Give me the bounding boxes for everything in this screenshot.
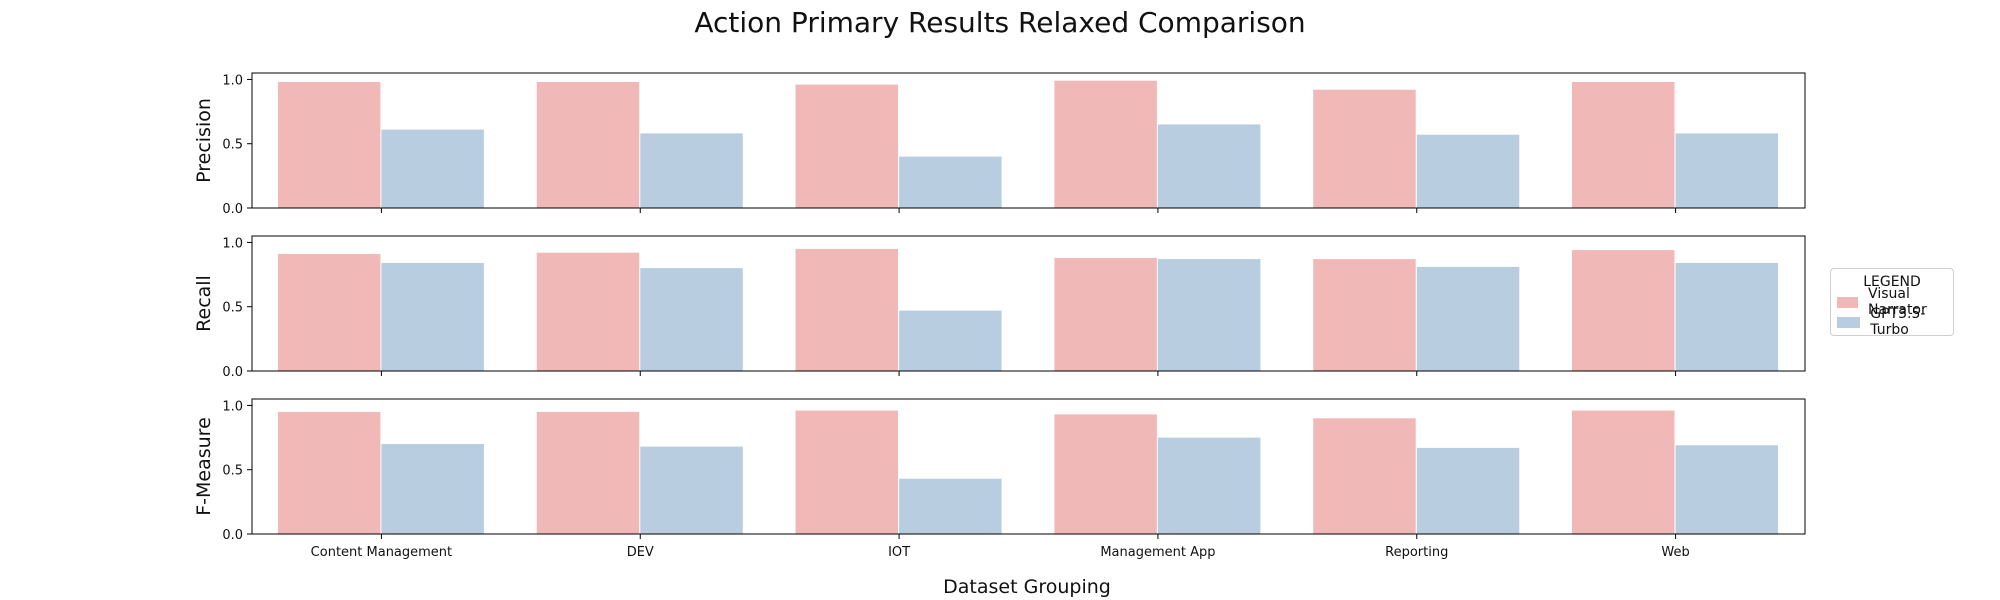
bar-recall-gpt3-5-turbo-content-management [381,263,484,371]
bar-recall-visual-narrator-reporting [1313,259,1416,371]
bar-recall-gpt3-5-turbo-reporting [1416,266,1520,371]
y-tick-label: 1.0 [222,399,243,414]
bar-precision-visual-narrator-management-app [1054,80,1157,208]
y-tick-label: 1.0 [222,73,243,88]
legend-swatch [1837,316,1861,328]
y-tick-label: 1.0 [222,236,243,251]
bar-precision-gpt3-5-turbo-web [1675,133,1779,208]
bar-f-measure-visual-narrator-reporting [1313,418,1416,534]
bar-precision-visual-narrator-content-management [277,82,381,208]
legend-title: LEGEND [1863,274,1921,290]
x-tick-label-management-app: Management App [1100,545,1215,560]
y-axis-label-f-measure: F-Measure [193,417,215,516]
y-tick-label: 0.0 [222,528,243,543]
bar-f-measure-gpt3-5-turbo-management-app [1157,437,1261,534]
bar-precision-gpt3-5-turbo-iot [899,156,1002,208]
bar-f-measure-gpt3-5-turbo-web [1675,445,1779,534]
legend-item-visual-narrator: Visual Narrator [1837,286,1953,318]
bar-precision-visual-narrator-iot [795,84,898,208]
x-tick-label-dev: DEV [627,545,654,560]
bar-f-measure-visual-narrator-iot [795,410,898,534]
bar-recall-visual-narrator-content-management [277,254,381,371]
legend-label: Visual Narrator [1868,286,1927,318]
legend: LEGEND Visual Narrator GPT3.5-Turbo [1830,268,1954,338]
y-axis-label-precision: Precision [193,98,215,183]
x-tick-label-content-management: Content Management [311,545,452,560]
x-tick-label-iot: IOT [888,545,910,560]
x-tick-label-web: Web [1661,545,1689,560]
bar-precision-gpt3-5-turbo-content-management [381,129,484,208]
legend-label: GPT3.5-Turbo [1870,306,1926,338]
bar-recall-visual-narrator-management-app [1054,257,1157,371]
chart-title: Action Primary Results Relaxed Compariso… [694,6,1306,39]
bar-recall-gpt3-5-turbo-dev [640,268,743,371]
y-tick-label: 0.5 [222,464,243,479]
bar-recall-visual-narrator-web [1572,250,1675,371]
bar-recall-visual-narrator-iot [795,248,898,371]
bar-precision-gpt3-5-turbo-dev [640,133,743,208]
y-tick-label: 0.5 [222,301,243,316]
x-axis-label: Dataset Grouping [943,576,1111,598]
bar-f-measure-visual-narrator-content-management [277,411,381,534]
y-tick-label: 0.5 [222,138,243,153]
bar-f-measure-visual-narrator-management-app [1054,414,1157,534]
bar-recall-gpt3-5-turbo-web [1675,263,1779,371]
bar-precision-visual-narrator-web [1572,82,1675,208]
axes-frame-precision [251,72,1806,209]
bar-f-measure-gpt3-5-turbo-reporting [1416,447,1520,534]
bar-precision-visual-narrator-dev [536,82,640,208]
bar-recall-visual-narrator-dev [536,252,640,371]
axes-frame-f-measure [251,398,1806,535]
bar-precision-visual-narrator-reporting [1313,89,1416,208]
bar-precision-gpt3-5-turbo-management-app [1157,124,1261,208]
bar-f-measure-gpt3-5-turbo-content-management [381,444,484,534]
y-axis-label-recall: Recall [193,275,215,332]
bar-f-measure-gpt3-5-turbo-iot [899,478,1002,534]
y-tick-label: 0.0 [222,365,243,380]
x-tick-label-reporting: Reporting [1385,545,1448,560]
y-tick-label: 0.0 [222,202,243,217]
legend-item-gpt35-turbo: GPT3.5-Turbo [1837,306,1953,338]
bar-f-measure-visual-narrator-dev [536,411,640,534]
bar-f-measure-visual-narrator-web [1572,410,1675,534]
legend-swatch [1837,296,1859,308]
bar-recall-gpt3-5-turbo-management-app [1157,259,1261,371]
bar-f-measure-gpt3-5-turbo-dev [640,446,743,534]
axes-frame-recall [251,235,1806,372]
bar-recall-gpt3-5-turbo-iot [899,310,1002,371]
bar-precision-gpt3-5-turbo-reporting [1416,134,1520,208]
